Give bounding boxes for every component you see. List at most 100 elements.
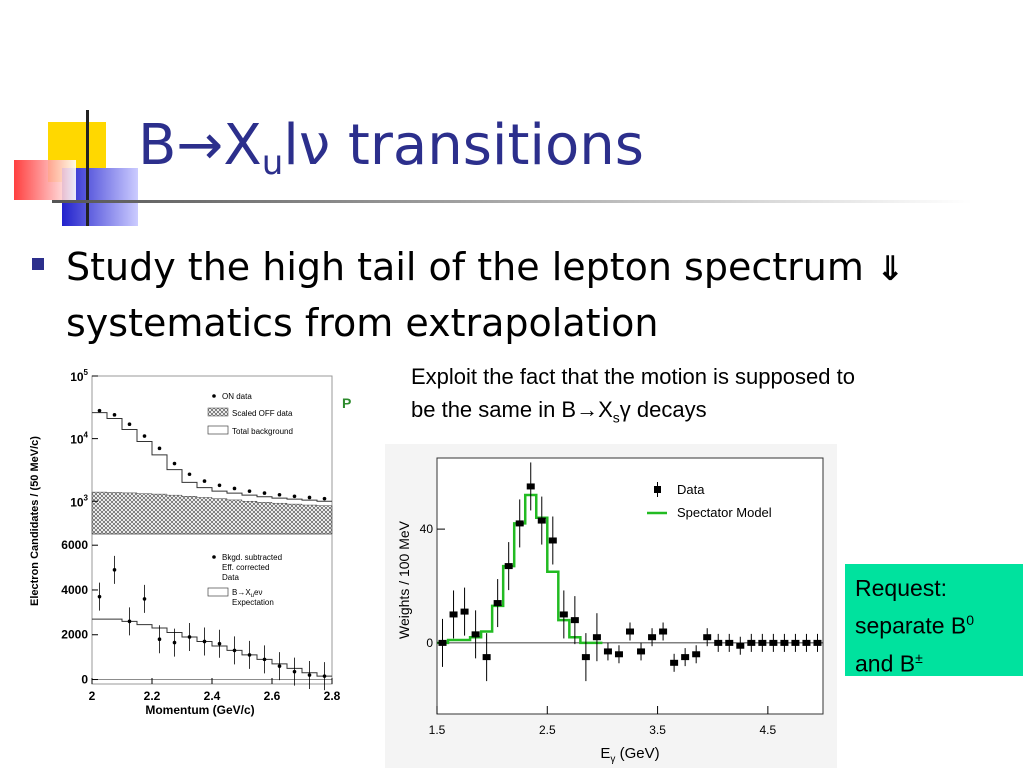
on-data-point <box>142 434 147 438</box>
ytick-label: 40 <box>420 522 434 536</box>
on-data-point <box>292 494 297 499</box>
data-point <box>659 628 668 635</box>
lower-xtick-label: 2.4 <box>204 689 221 703</box>
on-data-point <box>307 495 312 500</box>
lower-xlabel: Momentum (GeV/c) <box>145 703 254 717</box>
on-data-point <box>262 491 267 495</box>
xtick-label: 2.5 <box>539 723 556 737</box>
lower-panel-frame <box>91 533 333 685</box>
legend-bkgd-marker <box>212 555 216 559</box>
data-point <box>548 537 557 544</box>
data-point <box>714 639 723 646</box>
data-point <box>526 483 535 490</box>
legend-total-bkg: Total background <box>232 427 293 436</box>
data-point <box>157 637 162 642</box>
xtick-label: 4.5 <box>760 723 777 737</box>
right-plot-frame <box>436 457 824 715</box>
data-point <box>217 641 222 646</box>
deco-horizontal-line <box>52 200 972 203</box>
xtick-label: 1.5 <box>429 723 446 737</box>
upper-ytick-label: 104 <box>70 431 88 447</box>
ytick-label: 0 <box>426 636 433 650</box>
data-point <box>493 600 502 607</box>
legend-off-data: Scaled OFF data <box>232 409 293 418</box>
on-data-point <box>247 489 252 493</box>
on-data-point <box>172 461 177 466</box>
data-point <box>187 635 192 639</box>
lower-ytick-label: 6000 <box>61 538 88 552</box>
data-point <box>322 674 327 678</box>
data-point <box>142 597 147 601</box>
data-point <box>292 669 297 674</box>
data-point <box>626 628 634 635</box>
upper-ytick-label: 103 <box>70 493 88 509</box>
on-data-point <box>232 486 237 491</box>
legend-on-data-marker <box>212 394 216 398</box>
legend-total-bkg-swatch <box>207 425 229 435</box>
legend-bkgd-line2: Eff. corrected <box>222 563 269 572</box>
data-point <box>570 617 579 624</box>
exploit-note: Exploit the fact that the motion is supp… <box>411 364 855 426</box>
data-point <box>791 639 800 646</box>
legend-expectation-line2: Expectation <box>232 598 274 607</box>
on-data-point <box>127 422 132 426</box>
arrow-symbol: → <box>176 113 224 178</box>
on-data-point <box>217 483 222 488</box>
lepton-spectrum-plot: 103 104 105 0 2000 4000 6000 2 2.2 2.4 2.6 2.8 Elec… <box>29 368 351 717</box>
data-point <box>703 634 712 641</box>
data-point <box>813 639 822 646</box>
on-data-point <box>112 413 117 417</box>
data-point <box>262 657 267 662</box>
data-point <box>112 568 117 572</box>
legend-model: Spectator Model <box>677 505 772 520</box>
bullet-marker <box>32 258 44 270</box>
upper-ytick-label: 105 <box>70 368 88 384</box>
data-point <box>449 611 458 618</box>
deco-red-square <box>14 160 76 200</box>
data-point <box>780 639 789 646</box>
data-point <box>482 654 491 661</box>
right-xlabel: Eγ (GeV) <box>600 745 659 765</box>
data-point <box>592 634 601 641</box>
data-point <box>648 634 657 641</box>
data-point <box>747 639 756 646</box>
stray-letter: P <box>342 395 351 411</box>
data-point <box>515 520 524 527</box>
expectation-histogram <box>92 618 332 677</box>
lower-xtick-label: 2.6 <box>264 689 281 703</box>
deco-vertical-line <box>86 110 89 226</box>
data-point <box>614 651 623 658</box>
upper-ylabel: Electron Candidates / (50 MeV/c) <box>29 436 41 606</box>
request-box: Request: separate B0 and B± <box>845 564 1023 676</box>
data-point <box>232 648 237 653</box>
data-point <box>681 654 690 661</box>
lower-ytick-label: 2000 <box>61 628 88 642</box>
data-point <box>758 639 767 646</box>
data-point <box>172 640 177 645</box>
data-point <box>307 673 312 677</box>
data-point <box>471 631 480 638</box>
data-point <box>802 639 811 646</box>
data-point <box>247 653 252 657</box>
lower-xtick-label: 2.2 <box>144 689 161 703</box>
legend-data: Data <box>677 482 705 497</box>
on-data-point <box>97 408 102 413</box>
on-data-point <box>157 446 162 451</box>
total-background-histogram <box>92 412 332 502</box>
on-data-point <box>277 492 282 497</box>
double-down-arrow-icon: ⇓ <box>875 249 905 289</box>
data-point <box>603 648 612 655</box>
legend-bkgd-line1: Bkgd. subtracted <box>222 553 282 562</box>
data-point <box>559 611 568 618</box>
legend-expectation-line1: B→Xueν <box>232 588 262 599</box>
lower-ytick-label: 0 <box>81 673 88 687</box>
legend-on-data: ON data <box>222 392 252 401</box>
bullet-text: Study the high tail of the lepton spectr… <box>66 245 905 345</box>
data-point <box>97 594 102 599</box>
on-data-point <box>202 479 207 483</box>
data-point <box>736 642 745 649</box>
data-point <box>637 648 646 655</box>
data-point <box>460 608 469 615</box>
data-point <box>670 659 679 666</box>
data-point <box>769 639 778 646</box>
